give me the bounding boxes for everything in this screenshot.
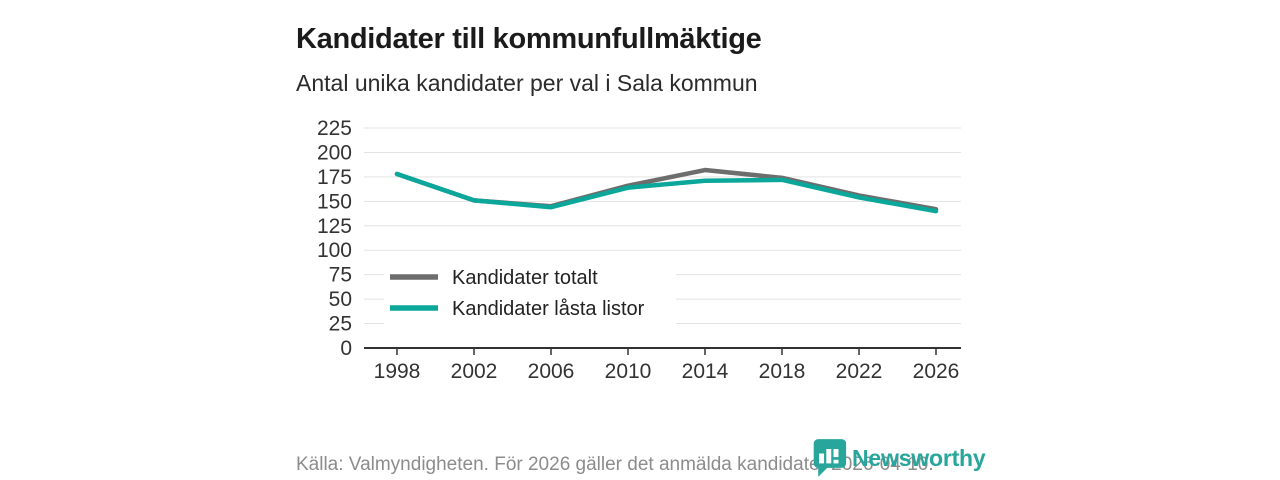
y-tick-label: 200 — [317, 141, 352, 164]
x-tick-label: 2018 — [759, 360, 806, 383]
bar-chart-bar — [833, 449, 839, 458]
series-line — [394, 171, 939, 214]
source-note: Källa: Valmyndigheten. För 2026 gäller d… — [296, 454, 934, 475]
newsworthy-logo-icon — [813, 439, 847, 477]
y-tick-label: 75 — [329, 264, 352, 287]
series-line — [394, 167, 939, 212]
line-chart: 1998 2002 2006 2010 2014 2018 2022 202602550751… — [317, 117, 961, 383]
y-tick-label: 0 — [340, 337, 352, 360]
x-tick-label: 2014 — [682, 360, 729, 383]
legend-label: Kandidater totalt — [452, 267, 598, 289]
y-tick-label: 100 — [317, 239, 352, 262]
x-tick-label: 2010 — [605, 360, 652, 383]
legend-label: Kandidater låsta listor — [452, 298, 645, 320]
x-tick-label: 1998 — [374, 360, 421, 383]
y-tick-label: 25 — [329, 313, 352, 336]
y-tick-label: 175 — [317, 166, 352, 189]
y-tick-label: 150 — [317, 190, 352, 213]
brand-name: Newsworthy — [852, 444, 986, 471]
bar-chart-bar — [819, 453, 825, 464]
y-tick-label: 50 — [329, 288, 352, 311]
chart-subtitle: Antal unika kandidater per val i Sala ko… — [296, 70, 758, 96]
x-tick-label: 2006 — [528, 360, 575, 383]
page-title: Kandidater till kommunfullmäktige — [296, 23, 762, 56]
y-tick-label: 125 — [317, 215, 352, 238]
legend-background — [384, 263, 676, 329]
x-tick-label: 2002 — [451, 360, 498, 383]
x-tick-label: 2026 — [913, 360, 960, 383]
y-tick-label: 225 — [317, 117, 352, 140]
bar-chart-bar — [826, 449, 832, 464]
newsworthy-logo: Newsworthy — [811, 438, 986, 478]
bar-chart-dot — [833, 459, 839, 464]
x-tick-label: 2022 — [836, 360, 883, 383]
